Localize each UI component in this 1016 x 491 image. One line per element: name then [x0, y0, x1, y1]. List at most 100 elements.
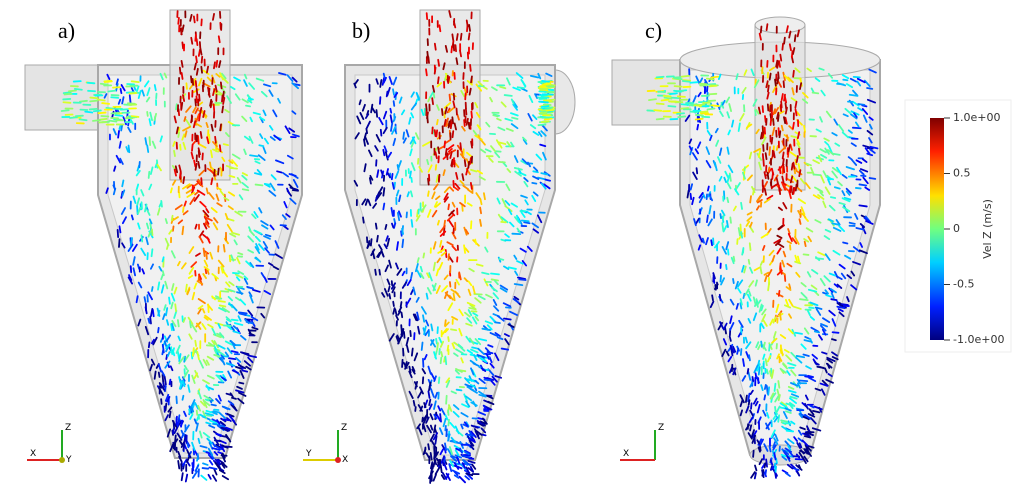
- arrow: [682, 76, 689, 77]
- arrow: [739, 123, 740, 131]
- arrow: [795, 102, 796, 108]
- arrow: [383, 188, 384, 196]
- arrow: [183, 177, 184, 183]
- arrow: [218, 169, 219, 175]
- arrow: [131, 238, 132, 246]
- arrow: [101, 84, 108, 85]
- arrow: [780, 188, 781, 194]
- arrow: [206, 123, 207, 127]
- arrow: [379, 270, 380, 275]
- arrow: [196, 96, 197, 102]
- arrow: [199, 50, 200, 56]
- arrow: [376, 224, 377, 229]
- arrow: [363, 217, 364, 222]
- arrow: [439, 25, 440, 31]
- arrow: [423, 253, 424, 257]
- arrow: [90, 109, 97, 110]
- arrow: [437, 343, 438, 350]
- arrow: [178, 461, 179, 469]
- arrow: [708, 187, 709, 191]
- arrow: [243, 189, 249, 190]
- arrow: [185, 435, 186, 441]
- arrow: [761, 27, 762, 33]
- arrow: [793, 71, 794, 77]
- arrow: [214, 62, 215, 68]
- arrow: [249, 99, 253, 100]
- arrow: [120, 142, 121, 148]
- arrow: [87, 83, 94, 84]
- arrow: [457, 390, 462, 391]
- arrow: [149, 119, 150, 125]
- arrow: [388, 287, 389, 292]
- axis-label: Z: [341, 423, 347, 433]
- arrow: [409, 367, 410, 373]
- arrow: [859, 184, 866, 185]
- arrow: [197, 89, 198, 95]
- arrow: [224, 325, 231, 326]
- arrow: [207, 188, 208, 193]
- arrow: [843, 80, 847, 81]
- arrow: [783, 152, 784, 158]
- arrow: [223, 92, 224, 98]
- arrow: [748, 369, 749, 374]
- arrow: [376, 110, 377, 117]
- arrow: [728, 249, 729, 254]
- arrow: [471, 142, 472, 148]
- arrow: [213, 411, 219, 412]
- arrow: [412, 349, 413, 356]
- arrow: [206, 252, 207, 259]
- arrow: [98, 100, 105, 101]
- arrow: [222, 106, 223, 112]
- arrow: [799, 170, 800, 176]
- arrow: [519, 279, 525, 280]
- arrow: [149, 172, 150, 178]
- arrow: [152, 229, 153, 235]
- arrow: [163, 257, 164, 261]
- arrow: [813, 175, 820, 176]
- arrow: [195, 225, 196, 229]
- arrow: [775, 472, 776, 478]
- arrow: [195, 341, 196, 346]
- arrow: [199, 115, 200, 121]
- arrow: [781, 420, 787, 421]
- arrow: [712, 295, 713, 300]
- arrow: [466, 108, 467, 114]
- arrow: [216, 86, 217, 92]
- arrow: [393, 308, 394, 314]
- arrow: [153, 310, 154, 316]
- arrow: [782, 44, 783, 50]
- arrow: [393, 89, 394, 95]
- arrow: [434, 454, 435, 459]
- arrow: [181, 28, 182, 34]
- arrow: [870, 178, 876, 179]
- arrow: [219, 425, 224, 426]
- arrow: [690, 82, 697, 83]
- arrow: [155, 85, 156, 90]
- arrow: [198, 454, 199, 459]
- arrow: [375, 270, 376, 275]
- arrow: [223, 419, 229, 420]
- arrow: [707, 79, 714, 80]
- arrow: [833, 332, 839, 333]
- arrow: [457, 34, 458, 40]
- arrow: [750, 196, 751, 202]
- arrow: [189, 409, 190, 413]
- arrow: [397, 242, 398, 250]
- arrow: [182, 61, 183, 67]
- arrow: [172, 216, 173, 220]
- arrow: [211, 405, 215, 406]
- arrow: [277, 171, 282, 172]
- arrow: [797, 156, 798, 162]
- axis-origin: [335, 457, 341, 463]
- arrow: [177, 127, 178, 133]
- arrow: [222, 95, 223, 101]
- arrow: [411, 273, 412, 278]
- arrow: [210, 162, 211, 167]
- arrow: [196, 56, 197, 62]
- arrow: [246, 106, 250, 107]
- arrow: [152, 287, 153, 291]
- arrow: [427, 160, 428, 164]
- arrow: [418, 258, 419, 262]
- arrow: [539, 113, 546, 114]
- arrow: [739, 228, 740, 235]
